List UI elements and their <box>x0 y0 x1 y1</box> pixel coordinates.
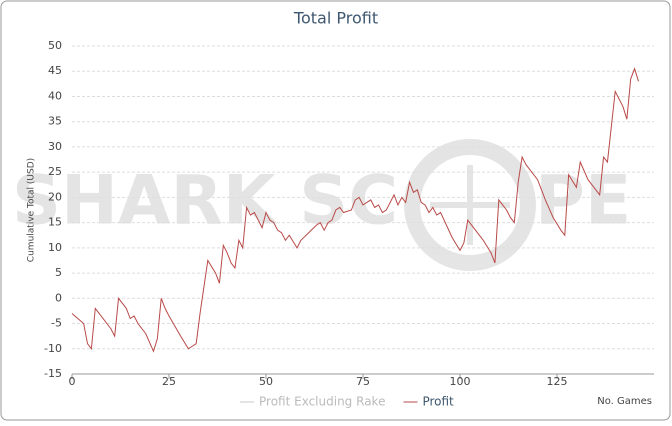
x-tick-label: 75 <box>356 375 370 388</box>
y-tick-label: 5 <box>55 266 62 279</box>
x-tick-label: 125 <box>547 375 568 388</box>
x-tick-label: 50 <box>259 375 273 388</box>
watermark-text: SHARK SC <box>12 162 398 241</box>
y-tick-label: 35 <box>48 115 62 128</box>
x-tick-label: 25 <box>162 375 176 388</box>
y-tick-label: -15 <box>44 367 62 380</box>
x-tick-label: 0 <box>69 375 76 388</box>
y-tick-label: 30 <box>48 140 62 153</box>
y-tick-label: 10 <box>48 241 62 254</box>
y-tick-label: 20 <box>48 190 62 203</box>
x-axis-label: No. Games <box>597 396 652 407</box>
x-tick-label: 100 <box>450 375 471 388</box>
y-tick-label: -5 <box>51 317 62 330</box>
y-tick-label: 45 <box>48 64 62 77</box>
watermark-text: PE <box>535 162 631 241</box>
watermark: SHARK SC PE <box>12 139 631 271</box>
y-tick-label: 0 <box>55 291 62 304</box>
y-axis-label: Cumulative Total (USD) <box>27 158 37 262</box>
legend-label: Profit Excluding Rake <box>259 395 385 409</box>
legend-label: Profit <box>422 395 454 409</box>
y-tick-label: 40 <box>48 89 62 102</box>
y-tick-label: 50 <box>48 39 62 52</box>
y-tick-label: 25 <box>48 165 62 178</box>
y-tick-label: 15 <box>48 216 62 229</box>
chart-title: Total Profit <box>293 9 378 28</box>
line-series <box>71 67 639 353</box>
y-tick-label: -10 <box>44 342 62 355</box>
